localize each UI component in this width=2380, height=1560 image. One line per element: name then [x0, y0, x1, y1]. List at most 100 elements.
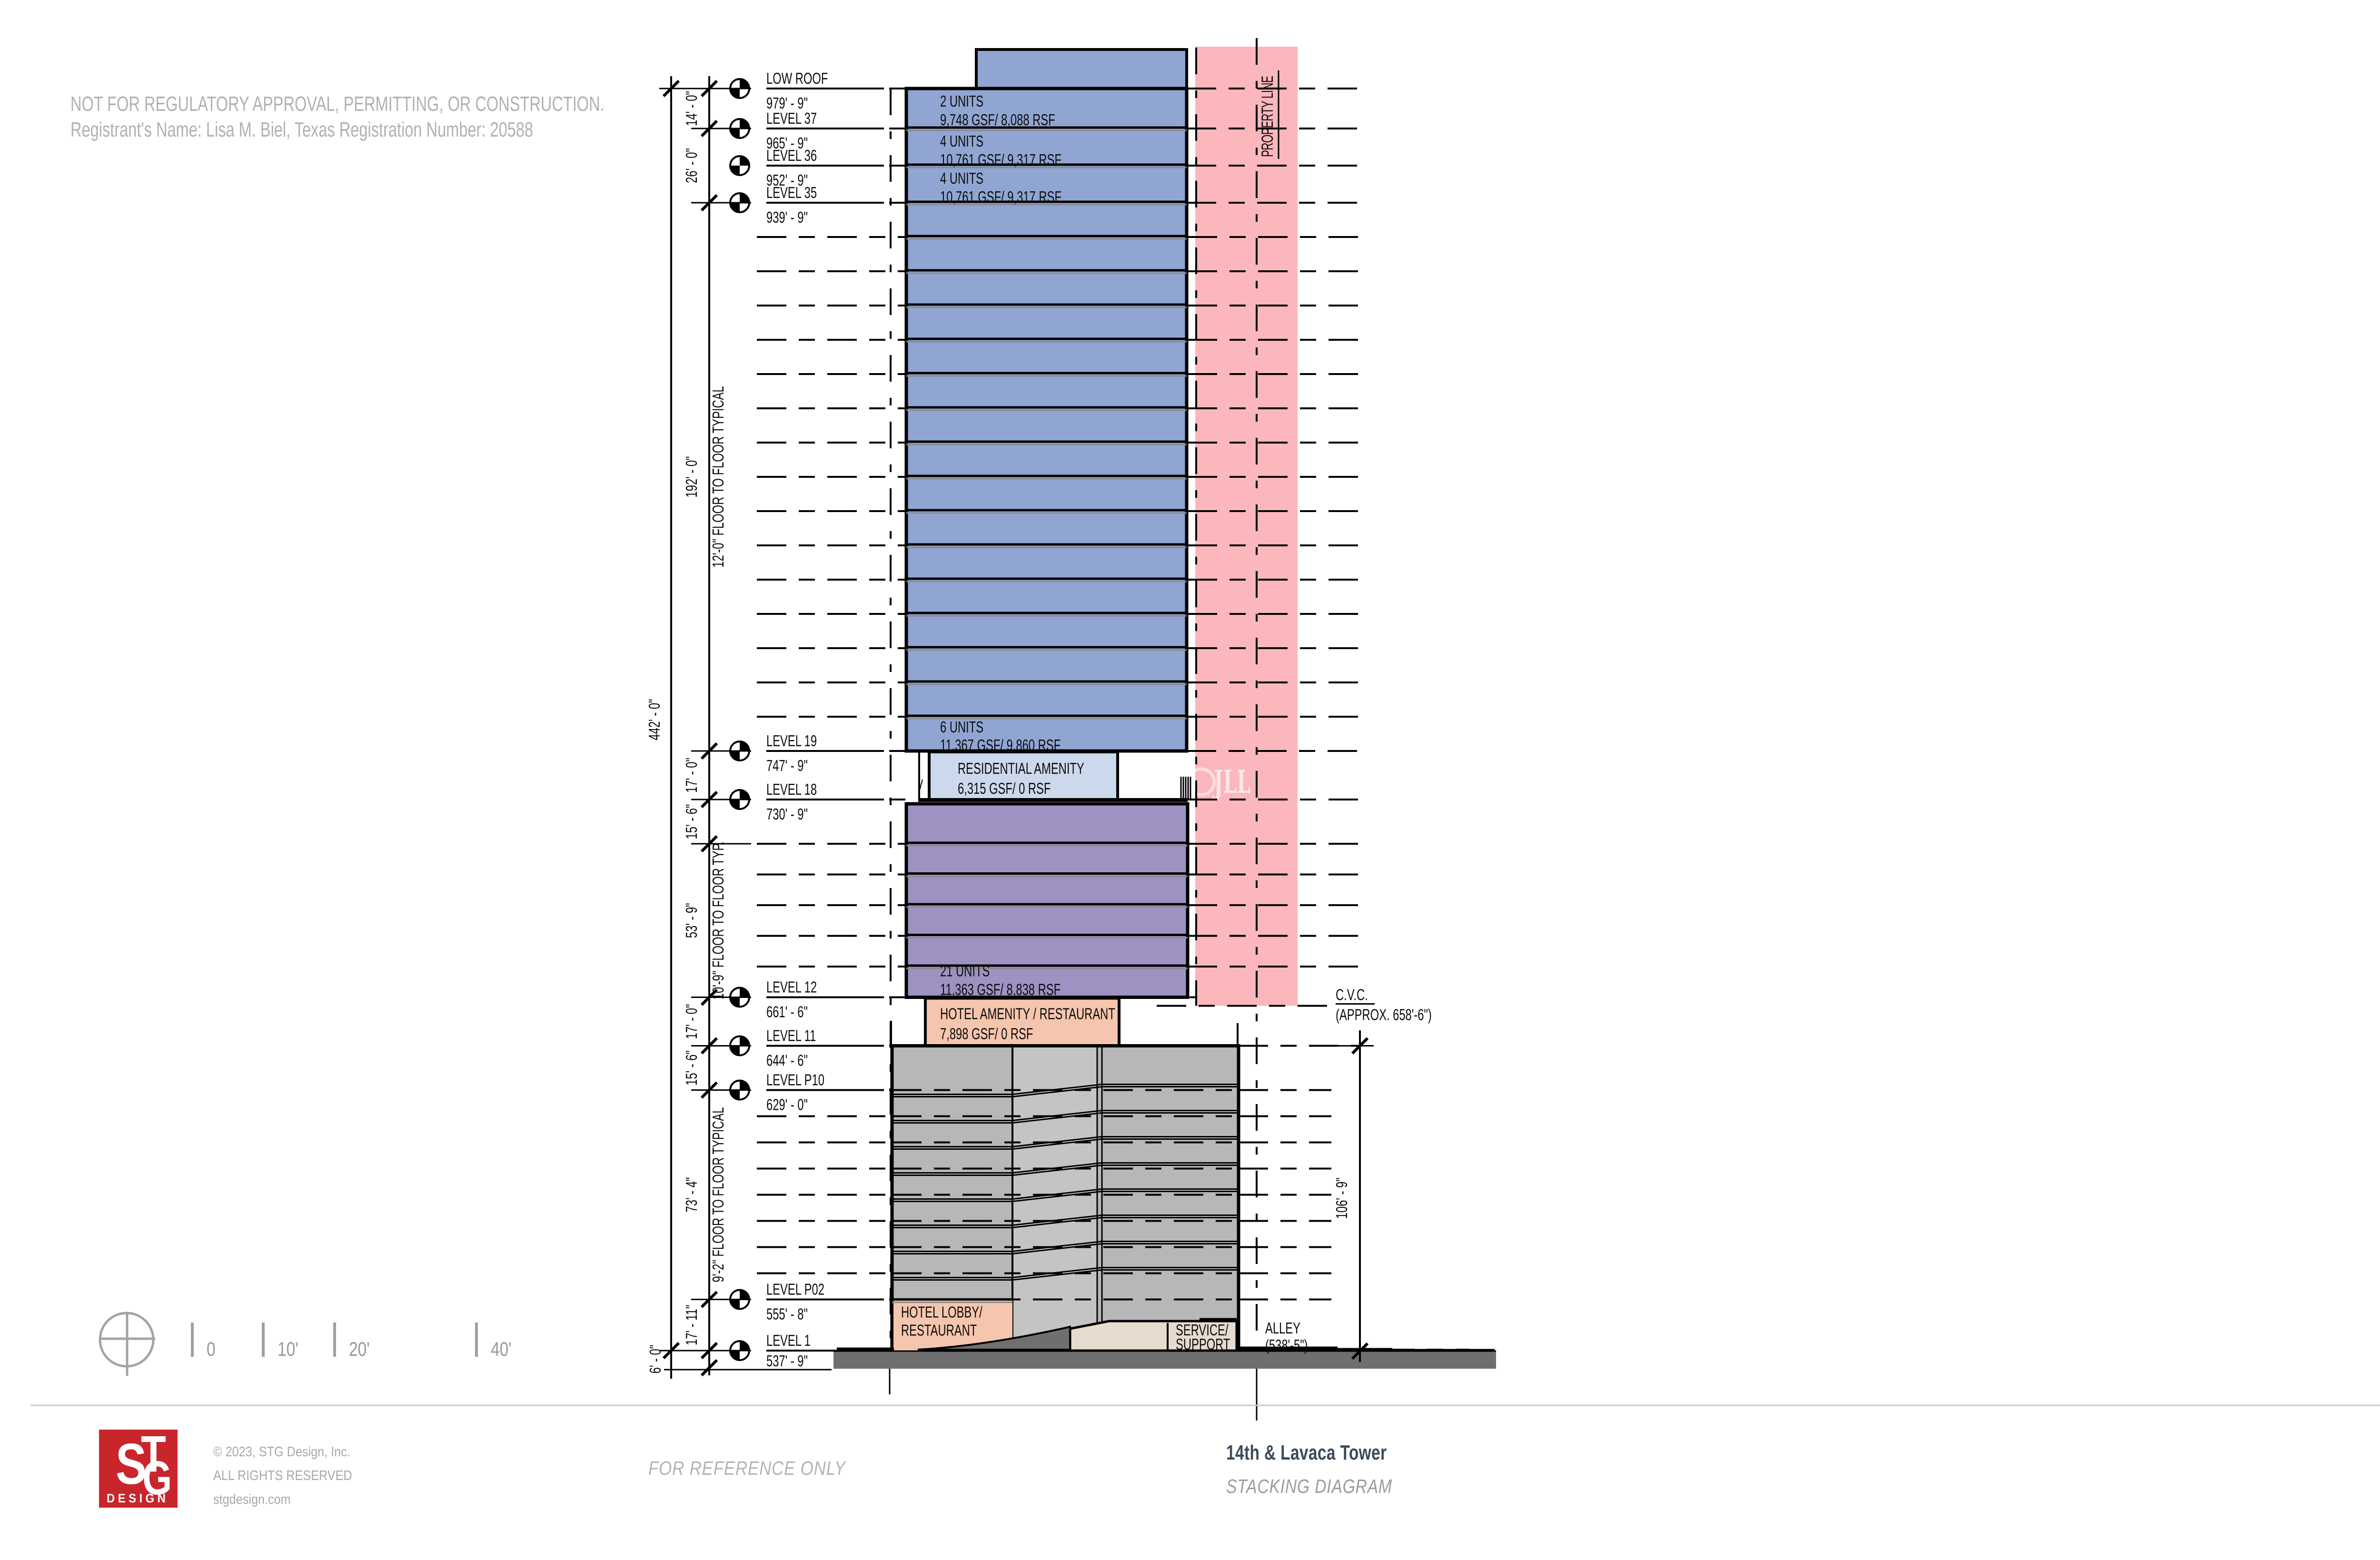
- level-marker-level-p02: LEVEL P02 555' - 8": [729, 1281, 884, 1323]
- datum-symbol-quadrant: [730, 997, 740, 1007]
- ground-plane: [833, 1346, 1496, 1369]
- datum-symbol-quadrant: [740, 79, 749, 89]
- hotel-lobby-label: HOTEL LOBBY/: [901, 1304, 982, 1322]
- dimension-value: 192' - 0": [683, 456, 701, 498]
- datum-symbol-quadrant: [740, 156, 749, 166]
- level-name: LEVEL 35: [766, 184, 817, 202]
- scale-bar-tick: [191, 1323, 194, 1357]
- garage-ramp: [1012, 1269, 1102, 1281]
- disclaimer-note: NOT FOR REGULATORY APPROVAL, PERMITTING,…: [70, 91, 605, 143]
- level-elevation: 979' - 9": [766, 95, 808, 112]
- level-name: LEVEL 12: [766, 979, 817, 997]
- dimension-value: 17' - 0": [683, 758, 701, 793]
- residential-amenity-level: RESIDENTIAL AMENITY 6,315 GSF/ 0 RSF: [918, 750, 1191, 804]
- hotel-amenity-level: HOTEL AMENITY / RESTAURANT 7,898 GSF/ 0 R…: [924, 997, 1121, 1047]
- datum-symbol-quadrant: [740, 119, 749, 128]
- garage-height-dimension: 106' - 9": [1333, 1030, 1374, 1362]
- datum-symbol-quadrant: [730, 203, 740, 212]
- unit-count-label: 2 UNITS: [940, 93, 983, 110]
- level-elevation: 952' - 9": [766, 172, 808, 189]
- dimension-tick: [1351, 1342, 1369, 1360]
- dimension-value: 14' - 0": [683, 91, 701, 126]
- copyright-line: © 2023, STG Design, Inc.: [213, 1444, 350, 1460]
- scale-bar-label: 0: [207, 1339, 216, 1361]
- dimension-note: 9'-2" FLOOR TO FLOOR TYPICAL: [710, 1107, 727, 1282]
- cvc-label: C.V.C.: [1336, 987, 1368, 1004]
- scale-bar-label: 40': [491, 1339, 512, 1361]
- residential-amenity-area: 6,315 GSF/ 0 RSF: [958, 780, 1051, 798]
- alley-elevation: (538'-5"): [1265, 1337, 1308, 1354]
- garage-ramp: [1012, 1112, 1102, 1124]
- level-name: LEVEL 19: [766, 732, 817, 750]
- level-elevation: 747' - 9": [766, 757, 808, 775]
- datum-symbol-quadrant: [740, 193, 749, 203]
- level-name: LEVEL 36: [766, 147, 817, 165]
- scale-bar-tick: [333, 1323, 336, 1357]
- level-elevation: 555' - 8": [766, 1306, 808, 1323]
- level-name: LEVEL P02: [766, 1281, 824, 1299]
- amenity-sliver-mark: [919, 779, 923, 790]
- dimension-value: 17' - 0": [683, 1004, 701, 1039]
- property-line-label: PROPERTY LINE: [1259, 76, 1277, 157]
- residential-amenity-label: RESIDENTIAL AMENITY: [958, 760, 1084, 778]
- disclaimer-line-1: NOT FOR REGULATORY APPROVAL, PERMITTING,…: [70, 92, 605, 116]
- level-name: LEVEL 18: [766, 781, 817, 799]
- dimension-note: 12'-0" FLOOR TO FLOOR TYPICAL: [710, 386, 727, 567]
- property-line-band: [1195, 47, 1298, 1006]
- scale-bar-label: 10': [278, 1339, 298, 1361]
- garage-height-value: 106' - 9": [1333, 1177, 1351, 1219]
- dimension-value: 6' - 0": [647, 1345, 664, 1374]
- level-name: LEVEL P10: [766, 1072, 824, 1089]
- dimension-value: 15' - 6": [683, 1050, 701, 1086]
- datum-symbol-quadrant: [740, 741, 749, 751]
- datum-symbol-quadrant: [730, 1046, 740, 1056]
- stg-logo: [99, 1430, 178, 1508]
- level-marker-level-37: LEVEL 37 965' - 9": [729, 110, 884, 152]
- residential-tower-box: [904, 87, 1189, 753]
- scale-bar-tick: [262, 1323, 265, 1357]
- level-elevation: 537' - 9": [766, 1353, 808, 1370]
- garage-ramp: [1012, 1191, 1102, 1202]
- dimension-note: 10'-9" FLOOR TO FLOOR TYP.: [710, 841, 727, 999]
- datum-symbol-quadrant: [730, 800, 740, 809]
- logo-letter-t: T: [141, 1425, 166, 1482]
- text-annotations: C.V.C. (APPROX. 658'-6") ALLEY(538'-5"): [1265, 987, 1432, 1354]
- residential-amenity-box: [928, 750, 1119, 801]
- project-title: 14th & Lavaca Tower: [1226, 1441, 1387, 1464]
- level-name: LEVEL 1: [766, 1332, 811, 1350]
- level-marker-level-36: LEVEL 36 952' - 9": [729, 147, 884, 189]
- unit-area-label: 9,748 GSF/ 8,088 RSF: [940, 111, 1055, 129]
- cvc-elevation: (APPROX. 658'-6"): [1336, 1007, 1432, 1024]
- datum-symbol-quadrant: [730, 1299, 740, 1309]
- service-support-label: SERVICE/: [1176, 1322, 1228, 1339]
- level-marker-level-35: LEVEL 35 939' - 9": [729, 184, 884, 227]
- unit-count-label: 6 UNITS: [940, 719, 983, 736]
- level-elevation: 644' - 6": [766, 1052, 808, 1070]
- datum-symbol-quadrant: [730, 751, 740, 760]
- dimension-value: 26' - 0": [683, 148, 701, 183]
- level-marker-level-11: LEVEL 11 644' - 6": [729, 1027, 884, 1070]
- property-line-zone: JLL PROPERTY LINE: [889, 38, 1298, 1421]
- datum-symbol-quadrant: [740, 1341, 749, 1351]
- dimension-strings: 442' - 0" 14' - 0" 26' - 0" 192' - 0" 12'-0"…: [646, 76, 832, 1379]
- datum-symbol-quadrant: [740, 1036, 749, 1046]
- datum-symbol-quadrant: [730, 1351, 740, 1360]
- datum-symbol-quadrant: [730, 166, 740, 175]
- rights-line: ALL RIGHTS RESERVED: [213, 1468, 352, 1483]
- datum-symbol-quadrant: [740, 1290, 749, 1300]
- title-block: 14th & Lavaca Tower STACKING DIAGRAM: [1226, 1441, 1438, 1498]
- scale-bar-label: 20': [349, 1339, 370, 1361]
- level-marker-level-p10: LEVEL P10 629' - 0": [729, 1072, 884, 1114]
- website-link[interactable]: stgdesign.com: [213, 1492, 291, 1507]
- datum-symbol-quadrant: [730, 1090, 740, 1100]
- dimension-value: 17' - 11": [683, 1305, 701, 1345]
- dimension-tick: [700, 1359, 718, 1377]
- logo-letter-g: G: [142, 1452, 172, 1505]
- unit-count-label: 4 UNITS: [940, 170, 983, 188]
- level-name: LEVEL 11: [766, 1027, 816, 1045]
